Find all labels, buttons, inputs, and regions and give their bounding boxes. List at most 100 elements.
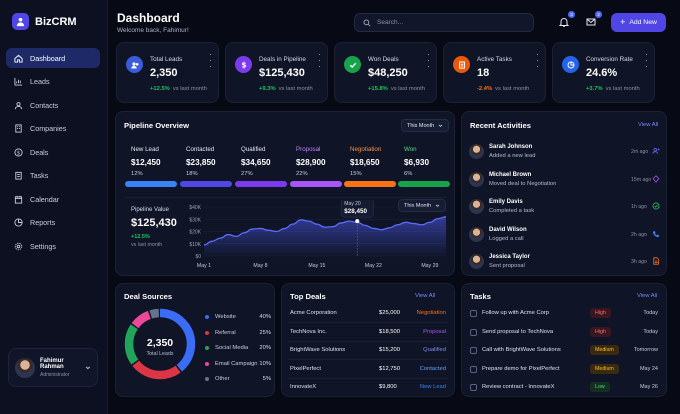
kpi-card[interactable]: Active Tasks 18 -2.4% vs last month · · · (443, 42, 546, 103)
more-options-icon[interactable]: · · · (645, 49, 648, 71)
dollar-icon: $ (235, 56, 252, 73)
x-tick-label: May 1 (197, 263, 211, 269)
task-checkbox[interactable] (470, 328, 477, 336)
tooltip-date: May 20 (344, 201, 361, 207)
activity-user: Emily Davis (489, 199, 523, 205)
table-row[interactable]: BrightWave Solutions $15,200 Qualified (290, 347, 446, 353)
table-row[interactable]: InnovateX $9,800 New Lead (290, 384, 446, 390)
table-row[interactable]: TechNova Inc. $18,500 Proposal (290, 329, 446, 335)
task-item[interactable]: Follow up with Acme Corp High Today (470, 308, 658, 322)
mail-icon (586, 18, 596, 26)
task-item[interactable]: Call with BrightWave Solutions Medium Tomo… (470, 345, 658, 359)
kpi-delta-value: +15.8% (368, 86, 388, 92)
pipeline-stage[interactable]: Contacted $23,850 18% (186, 146, 241, 177)
recent-activities-card (461, 111, 667, 276)
pipeline-stage[interactable]: New Lead $12,450 12% (131, 146, 186, 177)
more-options-icon[interactable]: · · · (427, 49, 430, 71)
legend-label: Referral (215, 329, 236, 336)
task-due-date: Today (643, 310, 658, 316)
task-checkbox[interactable] (470, 365, 477, 373)
add-new-button[interactable]: + Add New (611, 13, 666, 32)
legend-percent: 25% (259, 329, 271, 336)
activities-view-all-link[interactable]: View All (638, 122, 659, 128)
activity-item[interactable]: David Wilson Logged a call 2h ago (469, 226, 661, 247)
donut-slice[interactable] (124, 308, 196, 380)
activity-user: Michael Brown (489, 171, 532, 178)
sidebar: BizCRM Dashboard Leads Contacts Companie… (0, 0, 108, 414)
more-options-icon[interactable]: · · · (318, 49, 321, 71)
sidebar-item-contacts[interactable]: Contacts (6, 95, 100, 115)
task-checkbox[interactable] (470, 384, 477, 391)
task-checkbox[interactable] (470, 347, 477, 354)
task-checkbox[interactable] (470, 310, 477, 317)
diamond-icon (652, 174, 660, 183)
pipeline-stage[interactable]: Negotiation $18,650 15% (350, 146, 405, 177)
activity-description: Added a new lead (489, 153, 536, 159)
tasks-view-all-link[interactable]: View All (637, 293, 658, 299)
kpi-value: $125,430 (259, 67, 305, 79)
task-item[interactable]: Review contract - InnovateX Low May 26 (470, 382, 658, 396)
chevron-down-icon (435, 204, 440, 208)
kpi-delta: +9.3% vs last month (259, 86, 313, 92)
legend-dot (205, 361, 209, 366)
activity-user: Jessica Taylor (489, 254, 530, 260)
search-bar[interactable] (354, 13, 534, 32)
search-input[interactable] (377, 19, 517, 26)
pipeline-stage[interactable]: Qualified $34,650 27% (241, 146, 296, 177)
chart-period-select[interactable]: This Month (398, 199, 447, 212)
legend-dot (205, 315, 209, 319)
stage-name: Qualified (241, 146, 266, 153)
divider (288, 322, 448, 323)
notifications-button[interactable]: 3 (557, 11, 575, 29)
task-item[interactable]: Send proposal to TechNova High Today (470, 326, 658, 341)
user-profile[interactable]: Fahimur Rahman Administrator (8, 348, 98, 387)
pipeline-period-select[interactable]: This Month (401, 119, 450, 132)
avatar (15, 357, 35, 378)
activity-item[interactable]: Emily Davis Completed a task 1h ago (469, 199, 661, 219)
data-point[interactable] (355, 219, 360, 224)
kpi-card[interactable]: Won Deals $48,250 +15.8% vs last month · · · (334, 42, 437, 103)
chevron-down-icon[interactable] (85, 364, 91, 371)
activity-item[interactable]: Michael Brown Moved deal to Negotiation 15… (469, 171, 661, 192)
more-options-icon[interactable]: · · · (536, 49, 539, 71)
sidebar-item-dashboard[interactable]: Dashboard (6, 48, 100, 68)
pipeline-period-value: This Month (407, 122, 435, 129)
clipboard-icon (15, 171, 22, 180)
sidebar-item-tasks[interactable]: Tasks (6, 166, 100, 186)
activity-item[interactable]: Sarah Johnson Added a new lead 2m ago (469, 144, 661, 164)
pipeline-stage[interactable]: Proposal $28,900 22% (296, 146, 351, 177)
tooltip-value: $28,450 (344, 208, 367, 215)
tooltip (340, 200, 374, 218)
more-options-icon[interactable]: · · · (209, 49, 212, 71)
sidebar-item-companies[interactable]: Companies (6, 119, 100, 139)
task-name: Review contract - InnovateX (482, 384, 555, 390)
table-row[interactable]: Acme Corporation $25,000 Negotiation (290, 310, 446, 316)
brand[interactable]: BizCRM (12, 13, 77, 30)
sidebar-item-calendar[interactable]: Calendar (6, 189, 100, 209)
sidebar-item-leads[interactable]: Leads (6, 72, 100, 92)
pipeline-stage[interactable]: Won $6,930 6% (404, 146, 459, 177)
svg-text:$: $ (241, 60, 246, 69)
kpi-card[interactable]: Total Leads 2,350 +12.5% vs last month · · · (116, 42, 219, 103)
sidebar-item-deals[interactable]: $ Deals (6, 142, 100, 162)
legend-label: Website (215, 314, 236, 320)
activity-item[interactable]: Jessica Taylor Sent proposal 3h ago (469, 254, 661, 274)
y-tick-label: $20K (189, 230, 201, 236)
contacts-icon (14, 101, 23, 109)
table-row[interactable]: PixelPerfect $12,750 Contacted (290, 366, 446, 372)
kpi-card[interactable]: Conversion Rate 24.6% +3.7% vs last month · … (552, 42, 655, 103)
sidebar-item-reports[interactable]: Reports (6, 213, 100, 233)
donut-slice[interactable] (124, 308, 196, 380)
stage-percent: 15% (350, 171, 362, 177)
messages-button[interactable]: 2 (584, 11, 602, 29)
divider (124, 197, 446, 198)
page-title: Dashboard (117, 11, 180, 25)
donut-slice[interactable] (124, 308, 196, 380)
sidebar-item-settings[interactable]: Settings (6, 236, 100, 256)
home-icon (14, 54, 23, 63)
kpi-card[interactable]: $ Deals in Pipeline $125,430 +9.3% vs last m… (225, 42, 328, 103)
pie-icon (14, 218, 23, 227)
kpi-delta-value: +12.5% (150, 86, 170, 92)
top-deals-view-all-link[interactable]: View All (415, 293, 436, 299)
task-item[interactable]: Prepare demo for PixelPerfect Medium May 2… (470, 363, 658, 378)
